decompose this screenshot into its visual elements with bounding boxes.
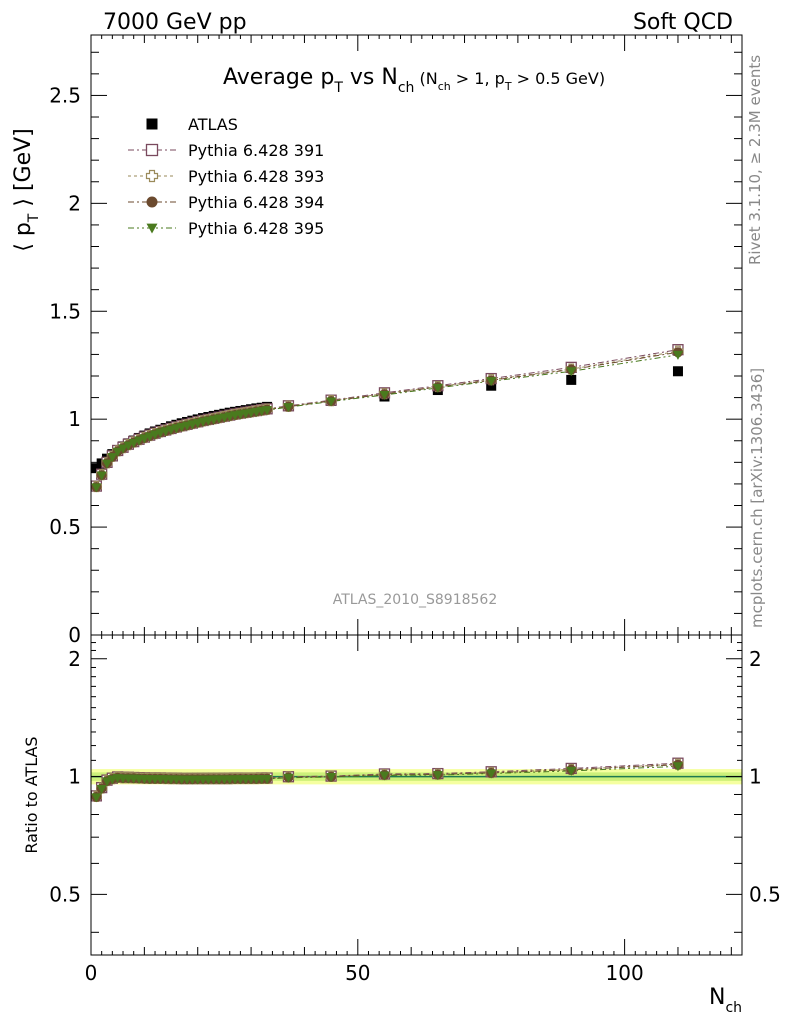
series-point-4 [150,430,161,440]
ratio-tick-label-right: 2 [749,647,762,671]
ratio-tick-label: 0.5 [49,882,81,906]
ratio-point-4 [379,771,390,781]
analysis-id: ATLAS_2010_S8918562 [333,592,498,608]
ratio-panel-frame [90,634,743,956]
mcplots-label: mcplots.cern.ch [arXiv:1306.3436] [748,368,766,628]
legend-label: Pythia 6.428 394 [188,193,324,212]
legend: ATLAS Pythia 6.428 391 Pythia 6.428 393 Pyt… [128,115,324,238]
legend-marker [146,196,158,208]
ratio-axis-label: Ratio to ATLAS [22,736,41,853]
series-point-4 [139,434,150,444]
series-point-4 [112,447,123,457]
series-point-4 [96,471,107,481]
series-point-4 [486,377,497,387]
ratio-tick-label: 2 [68,647,81,671]
series-point-4 [379,391,390,400]
legend-label: Pythia 6.428 393 [188,167,324,186]
ratio-point-4 [486,769,497,779]
series-point-4 [326,397,337,407]
series-point-4 [118,444,129,454]
legend-marker [146,118,158,130]
legend-marker [146,223,158,234]
series-point-4 [283,403,294,413]
atlas-point [91,463,102,474]
y-tick-label: 1.5 [49,299,81,323]
y-tick-label: 1 [68,407,81,431]
series-point-4 [432,383,443,393]
x-axis-label: Nch [709,985,742,1016]
series-point-4 [672,350,683,360]
legend-label: Pythia 6.428 395 [188,219,324,238]
y-tick-label: 2.5 [49,83,81,107]
ratio-point-4 [283,773,294,783]
ratio-point-4 [102,777,113,787]
series-point-4 [144,432,155,442]
ratio-point-4 [432,771,443,781]
ratio-tick-label-right: 1 [749,765,762,789]
atlas-point [672,366,683,377]
legend-marker [145,143,159,157]
x-tick-label: 100 [606,961,644,985]
ratio-point-4 [566,766,577,776]
y-tick-label: 2 [68,191,81,215]
ratio-point-4 [91,793,102,803]
series-point-4 [102,459,113,469]
ratio-point-4 [672,762,683,772]
series-point-4 [134,436,145,446]
series-point-4 [123,441,134,451]
y-tick-label: 0.5 [49,515,81,539]
x-tick-label: 50 [345,961,370,985]
header-right: Soft QCD [633,10,733,35]
series-point-4 [107,453,118,463]
ratio-point-4 [262,774,273,784]
ratio-point-4 [326,773,337,783]
ratio-tick-label: 1 [68,765,81,789]
series-point-4 [566,367,577,377]
header-left: 7000 GeV pp [103,10,247,35]
y-tick-label: 0 [68,623,81,647]
series-point-4 [91,483,102,493]
legend-marker [145,169,159,183]
series-point-4 [128,438,139,448]
legend-label: ATLAS [188,115,238,134]
ratio-tick-label-right: 0.5 [749,882,781,906]
rivet-label: Rivet 3.1.10, ≥ 2.3M events [746,55,764,265]
y-axis-label: ⟨ pT ⟩ [GeV] [11,128,42,251]
series-point-4 [262,406,273,416]
legend-label: Pythia 6.428 391 [188,141,324,160]
atlas-point [566,374,577,385]
ratio-point-4 [96,784,107,794]
chart-title: Average pT vs Nch (Nch > 1, pT > 0.5 GeV… [223,65,605,96]
x-tick-label: 0 [85,961,98,985]
